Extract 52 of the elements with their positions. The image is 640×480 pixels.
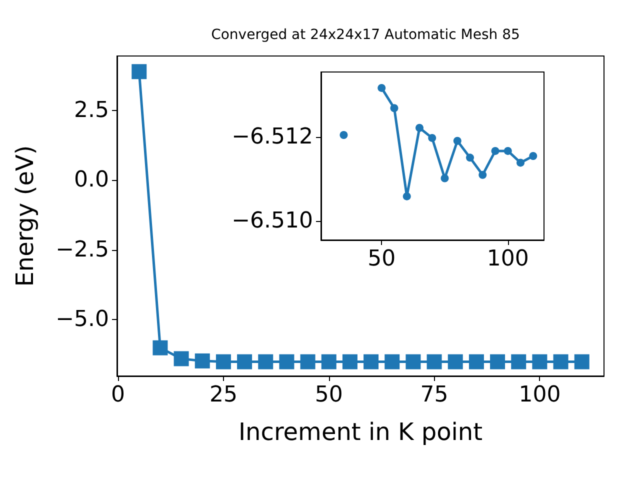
- point: [258, 354, 274, 370]
- point: [342, 354, 358, 370]
- point: [532, 354, 548, 370]
- point: [216, 354, 231, 370]
- point: [132, 64, 147, 80]
- point: [448, 354, 463, 370]
- point: [416, 124, 424, 132]
- y-tick-label: −6.510: [232, 208, 313, 234]
- point: [237, 354, 252, 370]
- x-tick-label: 100: [486, 246, 529, 272]
- point: [390, 104, 398, 112]
- point: [402, 192, 411, 200]
- point: [426, 354, 442, 370]
- point: [490, 354, 506, 370]
- point: [440, 174, 449, 182]
- point: [491, 146, 500, 155]
- x-axis-title: Increment in K point: [238, 418, 483, 446]
- point: [574, 354, 590, 370]
- point: [194, 353, 210, 368]
- point: [279, 354, 294, 370]
- y-tick-label: 0.0: [74, 168, 109, 193]
- y-tick-label: 2.5: [74, 98, 109, 123]
- point: [504, 146, 512, 155]
- point: [300, 354, 316, 370]
- point: [516, 158, 525, 167]
- point: [478, 170, 487, 179]
- chart-title: Converged at 24x24x17 Automatic Mesh 85: [211, 27, 520, 43]
- point: [453, 136, 462, 145]
- point: [152, 340, 168, 356]
- point: [406, 354, 421, 370]
- x-tick-label: 75: [420, 382, 448, 408]
- x-tick-label: 25: [209, 382, 238, 408]
- point: [466, 154, 474, 162]
- point: [511, 354, 526, 370]
- point: [364, 354, 379, 370]
- point: [340, 131, 348, 139]
- x-tick-label: 0: [111, 382, 126, 408]
- point: [384, 354, 400, 370]
- y-tick-label: −5.0: [56, 307, 109, 332]
- point: [428, 134, 436, 142]
- x-tick-label: 50: [368, 246, 396, 272]
- x-tick-label: 50: [314, 382, 343, 408]
- point: [321, 354, 336, 370]
- point: [174, 351, 189, 366]
- point: [378, 84, 386, 92]
- point: [529, 152, 538, 160]
- y-axis-title: Energy (eV): [11, 145, 39, 287]
- point: [468, 354, 484, 370]
- x-tick-label: 100: [518, 382, 561, 408]
- y-tick-label: −2.5: [56, 237, 109, 262]
- y-tick-label: −6.512: [232, 124, 313, 150]
- point: [553, 354, 568, 370]
